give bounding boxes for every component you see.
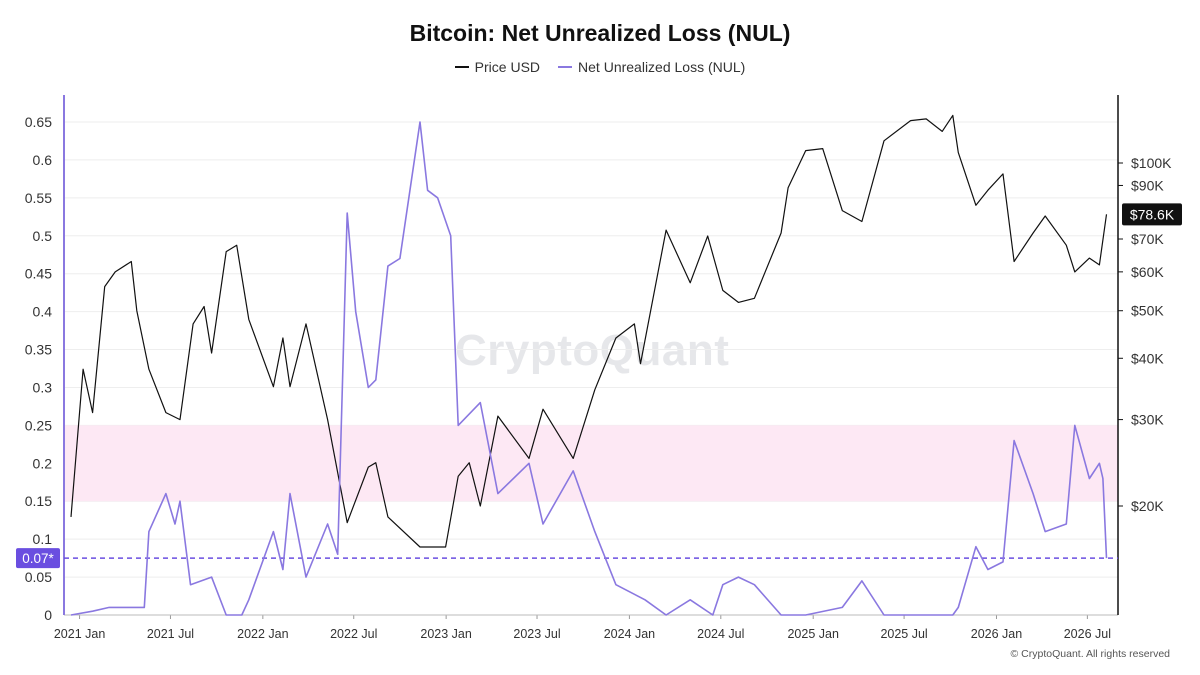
x-tick-label: 2023 Jul (513, 627, 560, 641)
y-right-tick-label: $30K (1131, 412, 1164, 428)
y-right-tick-label: $100K (1131, 155, 1172, 171)
y-left-tick-label: 0.25 (25, 417, 52, 433)
x-tick-label: 2024 Jul (697, 627, 744, 641)
y-left-tick-label: 0.15 (25, 493, 52, 509)
legend-item-nul[interactable]: Net Unrealized Loss (NUL) (558, 59, 745, 75)
x-tick-label: 2026 Jan (971, 627, 1022, 641)
x-tick-label: 2021 Jan (54, 627, 105, 641)
copyright-footer: © CryptoQuant. All rights reserved (1010, 648, 1170, 660)
y-left-tick-label: 0.35 (25, 342, 52, 358)
x-tick-label: 2022 Jan (237, 627, 288, 641)
price-current-badge-label: $78.6K (1130, 206, 1175, 222)
y-right-tick-label: $40K (1131, 350, 1164, 366)
x-tick-label: 2026 Jul (1064, 627, 1111, 641)
price-current-badge (1122, 203, 1182, 226)
price-usd-line (70, 114, 1108, 548)
legend-item-price[interactable]: Price USD (454, 59, 541, 75)
nul-current-badge (16, 548, 60, 569)
x-tick-label: 2024 Jan (604, 627, 655, 641)
legend-label-nul: Net Unrealized Loss (NUL) (578, 59, 746, 75)
y-left-tick-label: 0.05 (25, 569, 52, 585)
y-left-tick-label: 0.5 (33, 228, 53, 244)
y-left-tick-label: 0 (44, 607, 52, 623)
nul-current-badge-label: 0.07* (22, 551, 54, 566)
y-left-tick-label: 0.55 (25, 190, 52, 206)
y-left-tick-label: 0.45 (25, 266, 52, 282)
x-tick-label: 2021 Jul (147, 627, 194, 641)
chart-title: Bitcoin: Net Unrealized Loss (NUL) (409, 20, 791, 46)
y-right-tick-label: $70K (1131, 231, 1164, 247)
y-left-tick-label: 0.65 (25, 114, 52, 130)
y-left-tick-label: 0.4 (33, 304, 53, 320)
nul-line (70, 121, 1108, 616)
y-right-tick-label: $90K (1131, 177, 1164, 193)
x-tick-label: 2025 Jul (880, 627, 927, 641)
y-left-tick-label: 0.3 (33, 379, 53, 395)
x-tick-label: 2025 Jan (787, 627, 838, 641)
y-right-tick-label: $50K (1131, 303, 1164, 319)
y-right-tick-label: $20K (1131, 498, 1164, 514)
highlight-band (64, 425, 1118, 502)
y-left-tick-label: 0.2 (33, 455, 53, 471)
x-tick-label: 2023 Jan (420, 627, 471, 641)
y-left-tick-label: 0.6 (33, 152, 53, 168)
legend-swatch-price (454, 66, 469, 68)
legend: Price USD Net Unrealized Loss (NUL) (0, 59, 1200, 75)
y-left-tick-label: 0.1 (33, 531, 53, 547)
legend-swatch-nul (558, 66, 573, 68)
legend-label-price: Price USD (474, 59, 541, 75)
y-right-tick-label: $60K (1131, 264, 1164, 280)
x-tick-label: 2022 Jul (330, 627, 377, 641)
watermark: CryptoQuant (455, 326, 730, 375)
